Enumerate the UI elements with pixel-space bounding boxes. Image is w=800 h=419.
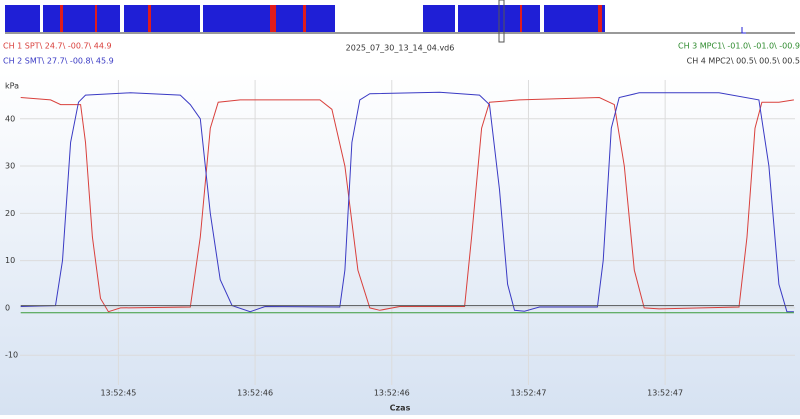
channel-label: CH 1 SPT\ 24.7\ -00.7\ 44.9 bbox=[3, 42, 112, 51]
y-tick-label: 0 bbox=[5, 303, 10, 312]
channel-label: CH 3 MPC1\ -01.0\ -01.0\ -00.9 bbox=[678, 42, 800, 51]
y-tick-label: 10 bbox=[5, 256, 15, 265]
x-tick-label: 13:52:47 bbox=[647, 389, 683, 398]
series-line bbox=[20, 91, 794, 313]
y-axis-label: kPa bbox=[5, 82, 19, 91]
channel-label: CH 2 SMT\ 27.7\ -00.8\ 45.9 bbox=[3, 57, 114, 66]
x-tick-label: 13:52:46 bbox=[237, 389, 273, 398]
plot-background bbox=[0, 72, 800, 415]
x-tick-label: 13:52:45 bbox=[100, 389, 136, 398]
y-tick-label: 20 bbox=[5, 209, 15, 218]
x-tick-label: 13:52:47 bbox=[510, 389, 546, 398]
y-tick-label: 30 bbox=[5, 162, 15, 171]
y-tick-label: -10 bbox=[5, 351, 18, 360]
overview-strip[interactable] bbox=[0, 0, 800, 43]
channel-label: CH 4 MPC2\ 00.5\ 00.5\ 00.5 bbox=[687, 57, 800, 66]
y-tick-label: 40 bbox=[5, 114, 15, 123]
plot: -10 0 10 20 30 40 13:52:45 13:52:46 13:52:46 13:5… bbox=[5, 80, 795, 398]
series-line bbox=[20, 96, 794, 313]
file-name: 2025_07_30_13_14_04.vd6 bbox=[346, 44, 455, 53]
x-tick-label: 13:52:46 bbox=[374, 389, 410, 398]
x-axis-label: Czas bbox=[390, 404, 411, 413]
